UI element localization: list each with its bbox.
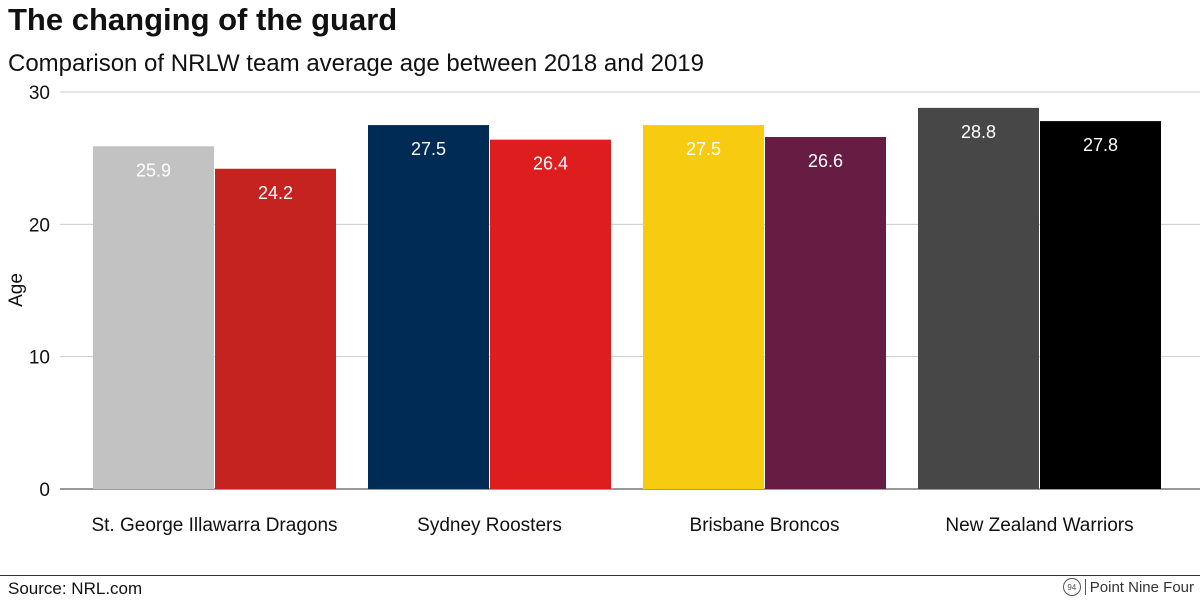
- y-axis: 0 10 20 30: [29, 83, 50, 501]
- brand-name: Point Nine Four: [1089, 578, 1194, 596]
- bar: [918, 107, 1039, 489]
- chart-subtitle: Comparison of NRLW team average age betw…: [8, 50, 704, 77]
- bar-value-label: 26.4: [533, 154, 568, 174]
- x-tick-label: Brisbane Broncos: [690, 515, 840, 536]
- bar-value-label: 27.5: [411, 139, 446, 159]
- bar: [93, 146, 214, 490]
- bar-value-label: 25.9: [136, 160, 171, 180]
- brand-separator: [1084, 579, 1086, 595]
- bar-chart: 0 10 20 30 Age 25.9 24.2 27.5 26.4 27.5 26.6 28.8…: [6, 83, 1200, 536]
- x-tick-label: Sydney Roosters: [417, 515, 562, 536]
- x-tick-label: St. George Illawarra Dragons: [91, 515, 337, 536]
- bar: [1040, 121, 1161, 489]
- y-tick-label: 10: [29, 348, 50, 369]
- y-tick-label: 0: [39, 480, 50, 501]
- y-axis-label: Age: [6, 273, 27, 307]
- bar-value-label: 27.5: [686, 139, 721, 159]
- bar-value-label: 28.8: [961, 122, 996, 142]
- bar: [368, 125, 489, 489]
- bars: 25.9 24.2 27.5 26.4 27.5 26.6 28.8 27.8: [93, 107, 1161, 490]
- y-tick-label: 30: [29, 83, 50, 104]
- bar: [765, 136, 886, 489]
- x-axis: St. George Illawarra Dragons Sydney Roost…: [91, 515, 1133, 536]
- bar-value-label: 24.2: [258, 183, 293, 203]
- bar: [215, 168, 336, 489]
- x-tick-label: New Zealand Warriors: [945, 515, 1133, 536]
- y-tick-label: 20: [29, 215, 50, 236]
- source-note: Source: NRL.com: [8, 579, 143, 598]
- bar: [643, 125, 764, 489]
- bar-value-label: 27.8: [1083, 135, 1118, 155]
- brand-logo-icon: 94: [1062, 578, 1081, 596]
- bar: [490, 139, 611, 489]
- brand: 94 Point Nine Four: [1062, 578, 1194, 596]
- chart-title: The changing of the guard: [8, 2, 398, 37]
- bar-value-label: 26.6: [808, 151, 843, 171]
- footer-divider: [0, 575, 1200, 576]
